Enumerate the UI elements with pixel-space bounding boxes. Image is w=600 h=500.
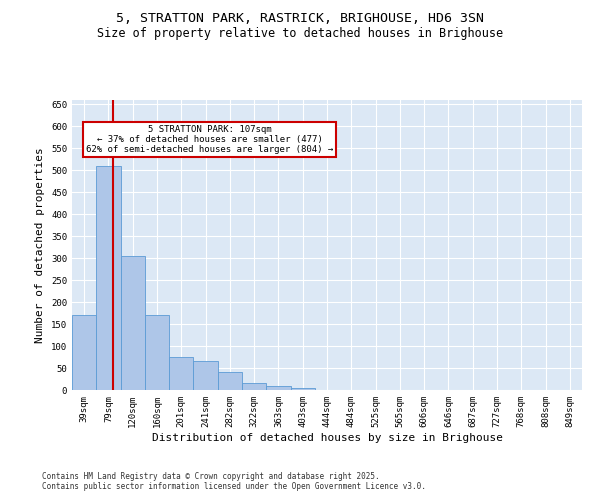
Text: Contains HM Land Registry data © Crown copyright and database right 2025.: Contains HM Land Registry data © Crown c… <box>42 472 380 481</box>
Bar <box>169 357 193 390</box>
Bar <box>145 316 169 390</box>
Bar <box>266 386 290 390</box>
Bar <box>121 256 145 390</box>
Text: 5 STRATTON PARK: 107sqm
← 37% of detached houses are smaller (477)
62% of semi-d: 5 STRATTON PARK: 107sqm ← 37% of detache… <box>86 124 334 154</box>
Bar <box>193 362 218 390</box>
Bar <box>290 388 315 390</box>
Text: 5, STRATTON PARK, RASTRICK, BRIGHOUSE, HD6 3SN: 5, STRATTON PARK, RASTRICK, BRIGHOUSE, H… <box>116 12 484 26</box>
Y-axis label: Number of detached properties: Number of detached properties <box>35 147 46 343</box>
Bar <box>96 166 121 390</box>
Bar <box>72 316 96 390</box>
Bar <box>242 384 266 390</box>
X-axis label: Distribution of detached houses by size in Brighouse: Distribution of detached houses by size … <box>151 432 503 442</box>
Text: Size of property relative to detached houses in Brighouse: Size of property relative to detached ho… <box>97 28 503 40</box>
Text: Contains public sector information licensed under the Open Government Licence v3: Contains public sector information licen… <box>42 482 426 491</box>
Bar <box>218 372 242 390</box>
